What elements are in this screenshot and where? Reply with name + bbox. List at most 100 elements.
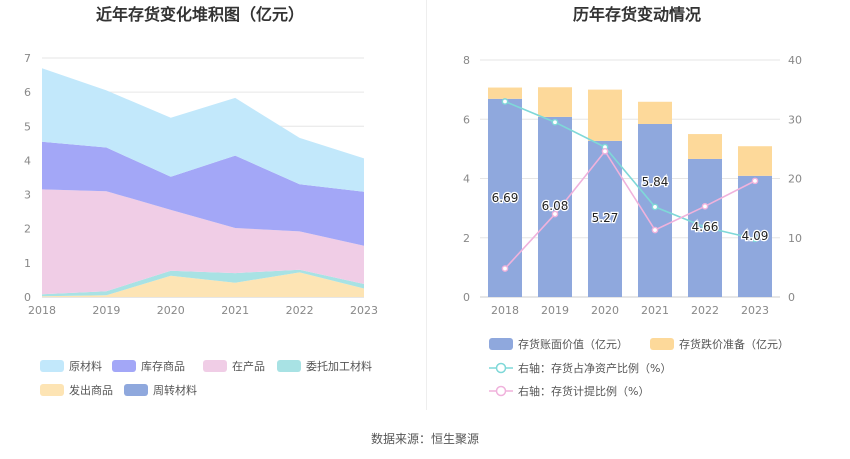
line-point (751, 177, 759, 185)
legend-item: 存货跌价准备（亿元） (650, 337, 789, 351)
legend-item: 存货账面价值（亿元） (489, 337, 628, 351)
right-chart-title: 历年存货变动情况 (573, 5, 701, 24)
legend-swatch (124, 384, 148, 396)
bar-book-value (488, 98, 522, 297)
area-series-outsourced (42, 269, 364, 297)
legend-swatch (112, 360, 136, 372)
x-tick-label: 2023 (741, 304, 769, 317)
y-tick-label: 0 (24, 291, 31, 304)
line-point (551, 118, 559, 126)
legend-item: 委托加工材料 (277, 359, 372, 373)
data-source-footer: 数据来源：恒生聚源 (370, 432, 479, 446)
legend-swatch-marker (495, 362, 507, 374)
y-tick-label: 1 (24, 257, 31, 270)
legend-swatch (489, 338, 513, 350)
y-tick-label: 0 (463, 291, 470, 304)
y-tick-label: 6 (463, 113, 470, 126)
y-tick-label: 6 (24, 86, 31, 99)
area-series-inventory_goods (42, 141, 364, 246)
x-tick-label: 2023 (350, 304, 378, 317)
legend-label: 库存商品 (141, 359, 185, 373)
line-point (651, 203, 659, 211)
legend-swatch (650, 338, 674, 350)
y-tick-label: 8 (463, 54, 470, 67)
legend-swatch (277, 360, 301, 372)
legend-item: 右轴：存货计提比例（%） (489, 384, 649, 398)
legend-swatch (40, 360, 64, 372)
y2-tick-label: 0 (788, 291, 795, 304)
bar-impairment (738, 146, 772, 176)
bar-data-label: 5.84 (642, 175, 669, 189)
y2-tick-label: 30 (788, 113, 802, 126)
legend-item: 右轴：存货占净资产比例（%） (489, 361, 671, 375)
y-tick-label: 4 (463, 173, 470, 186)
x-tick-label: 2020 (157, 304, 185, 317)
y-tick-label: 2 (463, 232, 470, 245)
inventory-bar-line-chart: 历年存货变动情况 6.696.085.275.844.664.09 02468 … (463, 5, 802, 398)
legend-item: 周转材料 (124, 383, 197, 397)
legend-label: 存货跌价准备（亿元） (679, 337, 789, 351)
y-tick-label: 5 (24, 120, 31, 133)
left-y-axis: 0 1 2 3 4 5 6 7 (24, 52, 31, 304)
y2-tick-label: 40 (788, 54, 802, 67)
y-tick-label: 7 (24, 52, 31, 65)
bar-book-value (538, 116, 572, 297)
right-line-series (501, 98, 759, 272)
bar-impairment (538, 87, 572, 117)
x-tick-label: 2022 (286, 304, 314, 317)
right-bar-labels: 6.69 6.08 5.27 5.84 4.66 4.09 (490, 174, 769, 245)
area-series-wip (42, 189, 364, 295)
bar-impairment (488, 87, 522, 99)
x-tick-label: 2018 (491, 304, 519, 317)
legend-swatch-marker (495, 385, 507, 397)
legend-label: 发出商品 (69, 383, 113, 397)
legend-item: 发出商品 (40, 383, 113, 397)
line-point (701, 223, 709, 231)
area-series-raw_material (42, 68, 364, 192)
bar-book-value (638, 123, 672, 298)
line-point (751, 235, 759, 243)
right-y-axis-right: 0 10 20 30 40 (788, 54, 802, 304)
line-point (601, 147, 609, 155)
bar-data-label: 6.08 (542, 199, 569, 213)
right-gridlines (480, 59, 780, 298)
x-tick-label: 2018 (28, 304, 56, 317)
line-point (501, 265, 509, 272)
legend-item: 在产品 (203, 359, 265, 373)
right-bar-series (488, 87, 772, 298)
x-tick-label: 2019 (541, 304, 569, 317)
legend-label: 右轴：存货占净资产比例（%） (518, 361, 671, 375)
x-tick-label: 2021 (221, 304, 249, 317)
legend-label: 在产品 (232, 359, 265, 373)
bar-book-value (588, 140, 622, 297)
legend-swatch (40, 384, 64, 396)
line-point (701, 203, 709, 210)
left-area-series (42, 68, 364, 297)
line-point (551, 210, 559, 218)
right-x-axis: 2018 2019 2020 2021 2022 2023 (491, 304, 769, 317)
x-tick-label: 2019 (92, 304, 120, 317)
y-tick-label: 3 (24, 189, 31, 202)
legend-label: 原材料 (69, 359, 102, 373)
bar-impairment (688, 134, 722, 159)
x-tick-label: 2021 (641, 304, 669, 317)
legend-label: 周转材料 (153, 383, 197, 397)
legend-label: 存货账面价值（亿元） (518, 337, 628, 351)
y2-tick-label: 20 (788, 173, 802, 186)
legend-label: 委托加工材料 (306, 359, 372, 373)
bar-data-label: 6.69 (492, 191, 519, 205)
line-point (501, 98, 509, 105)
bar-data-label: 5.27 (592, 211, 619, 225)
bar-impairment (588, 89, 622, 141)
line-series-net_asset_ratio (504, 100, 756, 240)
legend-item: 原材料 (40, 359, 102, 373)
line-series-provision_ratio (504, 149, 756, 270)
bar-data-label: 4.66 (692, 220, 719, 234)
y-tick-label: 4 (24, 154, 31, 167)
left-x-axis: 2018 2019 2020 2021 2022 2023 (28, 304, 378, 317)
legend-item: 库存商品 (112, 359, 185, 373)
line-point (651, 226, 659, 234)
